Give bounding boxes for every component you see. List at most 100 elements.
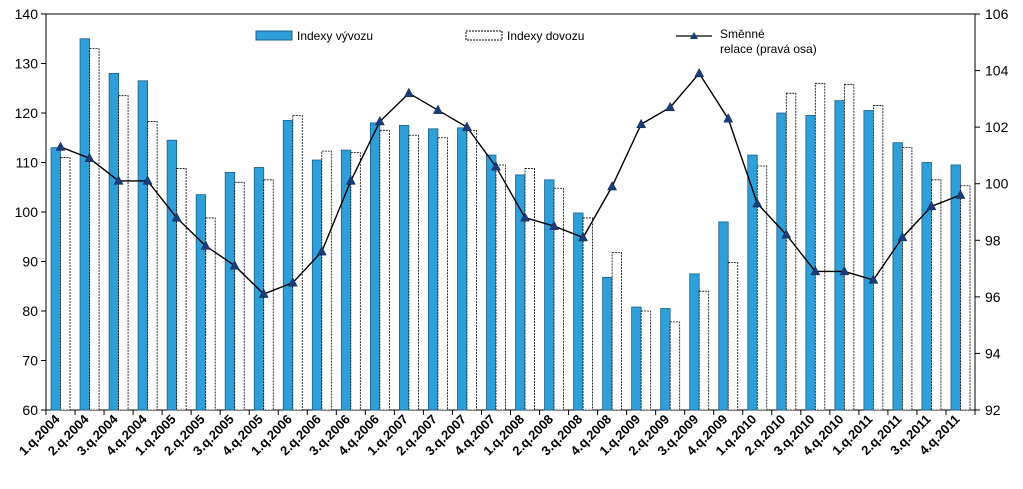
bar-export (660, 308, 671, 411)
bar-import (89, 48, 100, 411)
bar-import (931, 179, 942, 411)
bar-export (892, 142, 903, 411)
line-point-marker (433, 104, 443, 114)
bar-import (60, 157, 71, 411)
bar-export (602, 276, 613, 411)
right-axis-tick-label: 106 (985, 6, 1009, 22)
bar-export (340, 149, 352, 411)
x-axis: 1.q.20042.q.20043.q.20044.q.20041.q.2005… (16, 410, 976, 458)
bar-import (814, 82, 826, 411)
line-point-marker (839, 265, 850, 276)
line-point-marker (345, 175, 356, 185)
line-point-marker (142, 175, 153, 185)
bar-export (428, 128, 439, 411)
bar-export (369, 122, 381, 411)
line-point-marker (287, 277, 298, 287)
bars-group (50, 38, 971, 411)
line-point-marker (520, 212, 530, 222)
left-axis-tick-label: 70 (22, 353, 38, 369)
line-point-marker (549, 220, 559, 230)
bar-import (524, 168, 535, 411)
bar-import (960, 185, 971, 411)
bar-export (166, 139, 178, 411)
bar-import (234, 181, 245, 411)
right-axis-tick-label: 94 (985, 345, 1001, 361)
legend: Indexy vývozu Indexy dovozu Směnné relac… (255, 27, 817, 56)
bar-export (689, 273, 700, 411)
bar-export (195, 194, 207, 411)
bar-import (205, 217, 216, 411)
bar-export (863, 110, 874, 411)
right-axis-tick-label: 104 (985, 63, 1009, 79)
bar-export (631, 306, 642, 411)
line-point-marker (462, 121, 472, 131)
bar-export (544, 179, 555, 411)
bar-import (437, 137, 448, 411)
left-axis-tick-label: 140 (15, 6, 39, 22)
left-axis-tick-label: 90 (22, 254, 38, 270)
left-axis-tick-label: 80 (22, 303, 38, 319)
bar-export (573, 212, 584, 411)
bar-export (108, 73, 119, 411)
bar-import (902, 147, 913, 411)
legend-line-marker (690, 32, 698, 39)
line-point-marker (374, 115, 385, 126)
bar-export (718, 221, 729, 411)
bar-import (727, 262, 739, 411)
line-point-marker (200, 240, 211, 250)
line-point-marker (810, 265, 821, 276)
legend-label-export: Indexy vývozu (297, 29, 373, 43)
bar-export (79, 38, 90, 411)
right-axis-tick-label: 98 (985, 232, 1001, 248)
bar-export (50, 147, 61, 411)
left-axis-tick-label: 120 (15, 105, 39, 121)
left-axis-tick-label: 100 (15, 204, 39, 220)
bar-import (466, 129, 477, 411)
line-point-marker (55, 141, 66, 151)
line-point-marker (694, 67, 705, 78)
bar-import (176, 168, 187, 411)
bar-export (805, 115, 816, 411)
legend-label-import: Indexy dovozu (507, 29, 584, 43)
bar-import (582, 217, 593, 411)
bar-export (282, 120, 294, 411)
bar-import (785, 92, 797, 411)
line-point-marker (636, 118, 647, 129)
line-point-marker (84, 152, 95, 163)
line-point-marker (171, 212, 182, 222)
line-point-marker (723, 113, 734, 123)
bar-export (137, 80, 149, 411)
bar-import (669, 321, 681, 411)
legend-swatch-export (255, 30, 293, 41)
bar-import (640, 310, 652, 411)
bar-export (457, 127, 468, 411)
line-series-group (55, 67, 966, 298)
bar-import (756, 165, 768, 411)
right-axis-tick-label: 102 (985, 119, 1009, 135)
legend-label-line-2: relace (pravá osa) (720, 42, 817, 56)
line-point-marker (926, 200, 937, 211)
bar-export (311, 159, 323, 411)
bar-export (747, 154, 758, 411)
legend-swatch-import (465, 30, 503, 41)
line-point-marker (258, 288, 269, 298)
legend-label-line-1: Směnné (720, 27, 765, 41)
line-series-path (60, 72, 961, 295)
line-point-marker (229, 260, 240, 270)
bar-export (950, 164, 961, 411)
bar-export (398, 124, 410, 411)
left-axis-tick-label: 130 (15, 56, 39, 72)
line-point-marker (607, 181, 618, 191)
line-point-marker (752, 197, 763, 208)
bar-import (495, 164, 506, 411)
line-point-marker (781, 229, 792, 239)
right-axis-tick-label: 100 (985, 176, 1009, 192)
bar-export (834, 100, 845, 411)
left-axis-tick-label: 60 (22, 402, 38, 418)
left-axis-tick-label: 110 (16, 155, 39, 171)
bar-import (611, 252, 623, 411)
bar-import (350, 152, 361, 411)
bar-export (776, 112, 787, 411)
line-point-marker (955, 189, 966, 199)
